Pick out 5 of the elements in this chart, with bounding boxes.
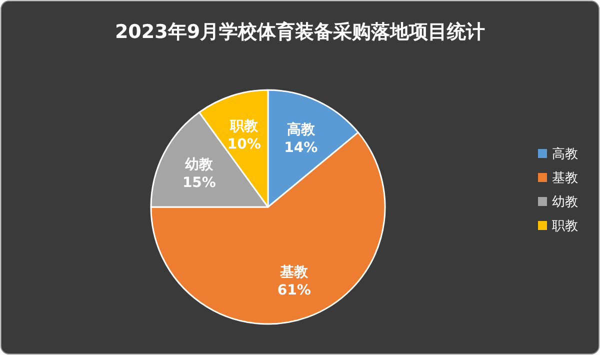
legend-label: 职教 (552, 219, 578, 234)
title: 2023年9月学校体育装备采购落地项目统计 (114, 21, 486, 43)
legend-label: 高教 (552, 146, 578, 162)
legend-label: 幼教 (552, 195, 578, 210)
legend-label: 基教 (552, 171, 578, 186)
